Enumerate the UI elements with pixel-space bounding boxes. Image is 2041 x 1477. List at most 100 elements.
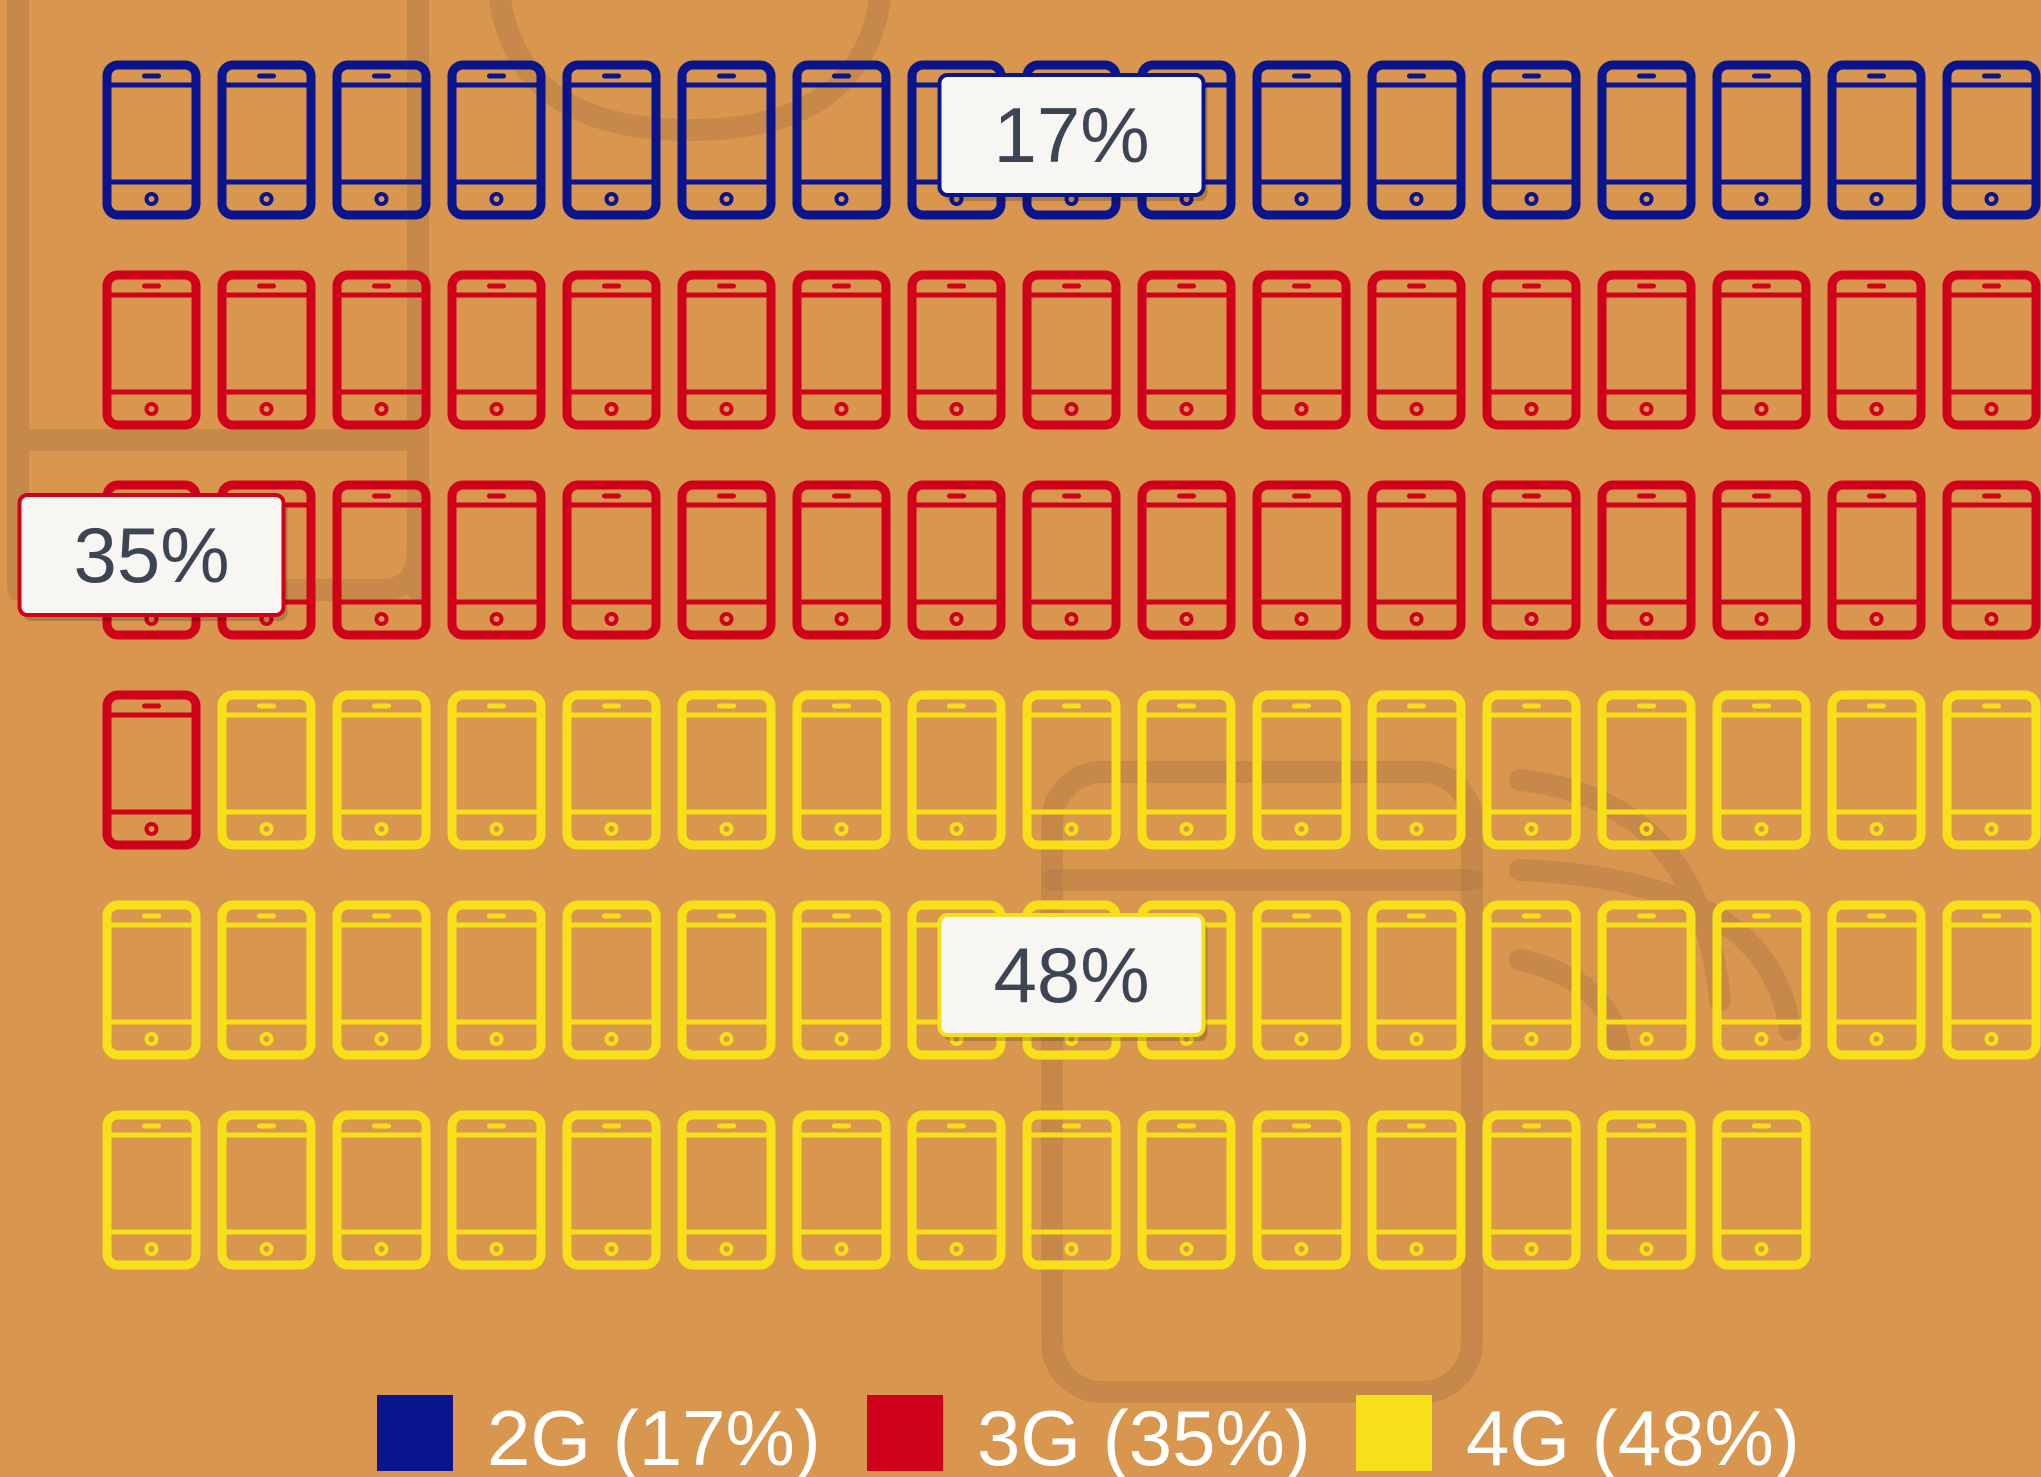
phone-button: [1294, 1242, 1309, 1256]
phone-icon: [102, 900, 201, 1060]
phone-icon: [102, 270, 201, 430]
phone-button: [834, 402, 849, 416]
phone-icon: [1482, 480, 1581, 640]
phone-body: [447, 900, 546, 1060]
phone-icon: [1597, 60, 1696, 220]
phone-button: [489, 822, 504, 836]
phone-body: [1597, 270, 1696, 430]
phone-button: [1984, 402, 1999, 416]
phone-body: [1942, 900, 2041, 1060]
phone-button: [1524, 402, 1539, 416]
phone-body: [677, 60, 776, 220]
phone-icon: [332, 480, 431, 640]
phone-body: [217, 1110, 316, 1270]
phone-icon: [332, 690, 431, 850]
phone-button: [604, 822, 619, 836]
phone-body: [102, 270, 201, 430]
phone-body: [102, 690, 201, 850]
phone-icon: [1252, 60, 1351, 220]
phone-body: [792, 480, 891, 640]
phone-button: [719, 1032, 734, 1046]
phone-icon: [1137, 270, 1236, 430]
phone-icon: [1022, 270, 1121, 430]
phone-button: [374, 1242, 389, 1256]
phone-icon: [447, 480, 546, 640]
phone-icon: [792, 690, 891, 850]
phone-button: [1869, 192, 1884, 206]
phone-icon: [447, 690, 546, 850]
phone-icon: [1712, 60, 1811, 220]
phone-body: [1712, 480, 1811, 640]
phone-body: [562, 270, 661, 430]
phone-button: [719, 402, 734, 416]
phone-body: [1482, 690, 1581, 850]
legend-swatch: [867, 1395, 943, 1471]
phone-icon: [677, 900, 776, 1060]
phone-button: [1064, 822, 1079, 836]
phone-button: [1179, 822, 1194, 836]
phone-button: [489, 1242, 504, 1256]
phone-button: [949, 402, 964, 416]
phone-body: [1597, 60, 1696, 220]
phone-icon: [1827, 270, 1926, 430]
phone-button: [1409, 192, 1424, 206]
phone-body: [907, 1110, 1006, 1270]
phone-body: [1597, 690, 1696, 850]
phone-button: [1524, 1242, 1539, 1256]
phone-body: [1367, 690, 1466, 850]
phone-icon: [792, 60, 891, 220]
phone-button: [719, 1242, 734, 1256]
phone-button: [1869, 1032, 1884, 1046]
phone-button: [489, 1032, 504, 1046]
phone-button: [374, 612, 389, 626]
phone-button: [1294, 822, 1309, 836]
phone-body: [792, 690, 891, 850]
phone-body: [1252, 900, 1351, 1060]
phone-icon: [1712, 900, 1811, 1060]
phone-button: [604, 1032, 619, 1046]
phone-icon: [1942, 690, 2041, 850]
phone-icon: [1022, 480, 1121, 640]
data-label: 35%: [73, 511, 229, 599]
phone-button: [834, 192, 849, 206]
phone-button: [1524, 192, 1539, 206]
phone-icon: [562, 480, 661, 640]
phone-button: [144, 822, 159, 836]
phone-button: [1639, 1242, 1654, 1256]
phone-body: [1482, 1110, 1581, 1270]
phone-button: [1869, 402, 1884, 416]
label-box: [937, 913, 1206, 1037]
phone-body: [1942, 270, 2041, 430]
phone-icon: [1022, 1110, 1121, 1270]
phone-body: [1367, 480, 1466, 640]
phone-button: [1524, 612, 1539, 626]
phone-icon: [562, 1110, 661, 1270]
phone-body: [332, 60, 431, 220]
phone-button: [1984, 192, 1999, 206]
phone-icon: [1367, 1110, 1466, 1270]
phone-icon: [792, 900, 891, 1060]
phone-button: [604, 402, 619, 416]
phone-button: [489, 612, 504, 626]
phone-body: [907, 690, 1006, 850]
phone-button: [1524, 822, 1539, 836]
phone-body: [1367, 900, 1466, 1060]
phone-body: [1482, 270, 1581, 430]
phone-body: [217, 270, 316, 430]
phone-icon: [1367, 480, 1466, 640]
phone-body: [1482, 900, 1581, 1060]
phone-button: [489, 402, 504, 416]
phone-button: [1064, 402, 1079, 416]
phone-icon: [1137, 690, 1236, 850]
phone-icon: [217, 690, 316, 850]
phone-icon: [1712, 690, 1811, 850]
icon-grid: [102, 60, 2041, 1270]
phone-icon: [1942, 60, 2041, 220]
phone-icon: [677, 480, 776, 640]
phone-button: [1409, 1242, 1424, 1256]
phone-body: [1137, 690, 1236, 850]
phone-icon: [677, 270, 776, 430]
phone-icon: [1712, 480, 1811, 640]
phone-body: [562, 480, 661, 640]
phone-icon: [677, 60, 776, 220]
